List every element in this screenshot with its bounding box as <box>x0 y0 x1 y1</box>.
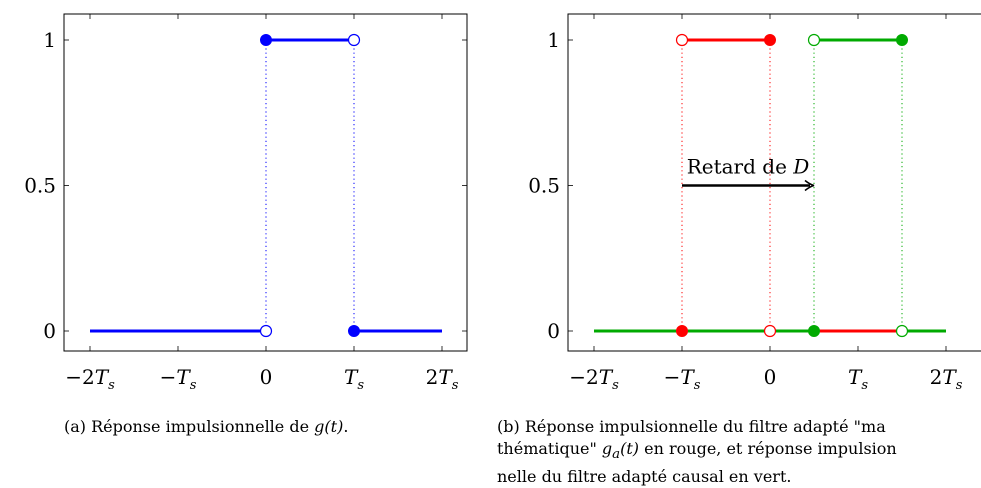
filled-point <box>348 325 360 337</box>
open-point <box>347 33 361 47</box>
caption-b-line-1: (b) Réponse impulsionnelle du filtre ada… <box>497 416 897 438</box>
x-tick-label: 0 <box>260 365 273 389</box>
y-tick-label: 1 <box>547 28 560 52</box>
open-point <box>807 33 821 47</box>
caption-b-line1-text: (b) Réponse impulsionnelle du filtre ada… <box>497 417 886 436</box>
x-tick-label: Ts <box>848 365 868 393</box>
axis-frame <box>567 13 981 352</box>
axis-frame <box>63 13 468 352</box>
caption-b-math-sub: a <box>612 447 621 463</box>
x-tick-label-sub: s <box>956 378 963 393</box>
x-tick-label-prefix: 2 <box>930 365 943 389</box>
x-tick-label-T: T <box>848 365 863 389</box>
x-tick-label-prefix: −2 <box>569 365 598 389</box>
x-tick-label-prefix: − <box>664 365 681 389</box>
x-tick-label: −Ts <box>160 365 197 393</box>
series-1 <box>813 40 903 331</box>
caption-b-line-2: thématique" ga(t) en rouge, et réponse i… <box>497 438 897 466</box>
annotation-math: D <box>792 155 809 179</box>
x-tick-label-sub: s <box>108 378 115 393</box>
x-tick-label-T: T <box>95 365 110 389</box>
annotation-arrow-head <box>804 179 815 192</box>
caption-b: (b) Réponse impulsionnelle du filtre ada… <box>497 416 897 488</box>
series-0 <box>265 40 355 331</box>
open-point <box>675 33 689 47</box>
caption-b-line3-text: nelle du filtre adapté causal en vert. <box>497 467 792 487</box>
x-tick-label: 0 <box>764 365 777 389</box>
x-tick-label-sub: s <box>452 378 459 393</box>
x-tick-label-prefix: −2 <box>65 365 94 389</box>
x-tick-label-T: T <box>438 365 453 389</box>
x-tick-label-T: T <box>942 365 957 389</box>
filled-point <box>764 34 776 46</box>
filled-point <box>808 325 820 337</box>
y-tick-label: 0.5 <box>24 174 56 198</box>
y-tick-label: 0.5 <box>528 174 560 198</box>
filled-point <box>676 325 688 337</box>
x-tick-label-prefix: − <box>160 365 177 389</box>
caption-a-suffix: . <box>343 417 349 436</box>
caption-a-prefix: (a) Réponse impulsionnelle de <box>64 417 315 436</box>
x-tick-label: 2Ts <box>426 365 459 393</box>
filled-point <box>896 34 908 46</box>
open-point <box>259 324 273 338</box>
x-tick-label-T: T <box>599 365 614 389</box>
caption-a-math: g(t) <box>314 417 344 436</box>
caption-b-math-t: (t) <box>620 439 640 458</box>
x-tick-label-T: T <box>344 365 359 389</box>
x-tick-label-sub: s <box>357 378 364 393</box>
caption-b-math-g: g <box>601 439 613 458</box>
open-point <box>763 324 777 338</box>
x-tick-label-sub: s <box>190 378 197 393</box>
x-tick-label-T: T <box>176 365 191 389</box>
x-tick-label: Ts <box>344 365 364 393</box>
x-tick-label-sub: s <box>694 378 701 393</box>
open-point <box>895 324 909 338</box>
y-tick-label: 1 <box>43 28 56 52</box>
x-tick-label: −2Ts <box>569 365 619 393</box>
caption-b-line2-prefix: thématique" <box>497 439 602 458</box>
caption-b-line-3: nelle du filtre adapté causal en vert. <box>497 466 897 488</box>
y-tick-label: 0 <box>547 319 560 343</box>
x-tick-label-sub: s <box>612 378 619 393</box>
y-tick-label: 0 <box>43 319 56 343</box>
x-tick-label-sub: s <box>861 378 868 393</box>
x-tick-label: −2Ts <box>65 365 115 393</box>
annotation-label: Retard de D <box>687 155 810 179</box>
caption-b-line2-suffix: en rouge, et réponse impulsion <box>639 439 897 458</box>
annotation-text: Retard de <box>687 155 794 179</box>
x-tick-label-prefix: 2 <box>426 365 439 389</box>
filled-point <box>260 34 272 46</box>
x-tick-label-T: T <box>680 365 695 389</box>
caption-a: (a) Réponse impulsionnelle de g(t). <box>64 416 348 438</box>
x-tick-label: −Ts <box>664 365 701 393</box>
x-tick-label: 2Ts <box>930 365 963 393</box>
